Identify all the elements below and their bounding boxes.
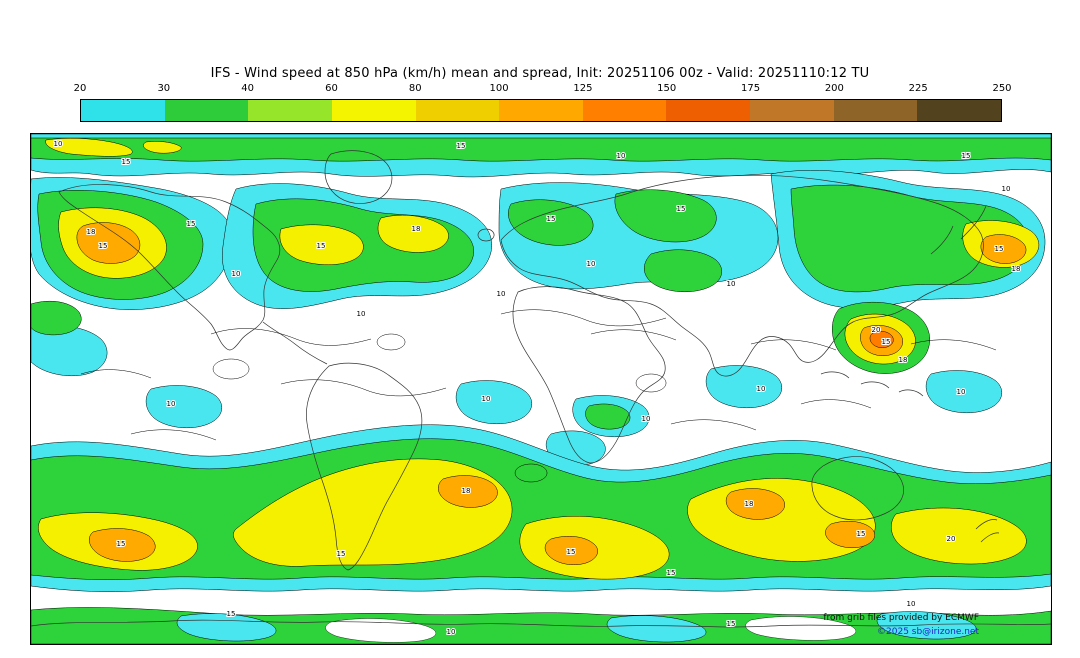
colorbar-tick-label: 100 (489, 83, 509, 94)
colorbar-ticks: 20 30 40 60 80 100 125 150 175 200 225 250 (74, 83, 1012, 96)
colorbar-segment (248, 100, 332, 121)
contour-value-label: 18 (412, 225, 421, 233)
contour-value-label: 20 (947, 535, 956, 543)
contour-value-label: 10 (642, 415, 651, 423)
contour-value-label: 15 (667, 569, 676, 577)
colorbar-tick-label: 200 (824, 83, 844, 94)
colorbar-tick-label: 125 (573, 83, 593, 94)
contour-value-label: 10 (727, 280, 736, 288)
attribution-copyright: ©2025 sb@irizone.net (877, 627, 979, 637)
colorbar-segment (81, 100, 165, 121)
contour-value-label: 18 (745, 500, 754, 508)
colorbar-segment (582, 100, 667, 121)
colorbar-segment (331, 100, 416, 121)
contour-value-label: 10 (907, 600, 916, 608)
contour-value-label: 15 (567, 548, 576, 556)
attribution-source: from grib files provided by ECMWF (823, 613, 979, 623)
contour-value-label: 15 (677, 205, 686, 213)
contour-value-label: 15 (122, 158, 131, 166)
contour-value-label: 10 (357, 310, 366, 318)
colorbar-segment (164, 100, 249, 121)
colorbar-segment (750, 100, 834, 121)
colorbar-tick-label: 250 (992, 83, 1012, 94)
contour-value-label: 18 (1012, 265, 1021, 273)
contour-value-label: 10 (497, 290, 506, 298)
colorbar-tick-label: 30 (157, 83, 171, 94)
contour-value-label: 10 (957, 388, 966, 396)
contour-lines-layer (80, 309, 997, 483)
colorbar-tick-label: 80 (408, 83, 422, 94)
colorbar-tick-label: 60 (325, 83, 338, 94)
colorbar-tick-label: 175 (740, 83, 761, 94)
contour-value-label: 15 (547, 215, 556, 223)
contour-value-label: 18 (87, 228, 96, 236)
contour-value-label: 10 (167, 400, 176, 408)
contour-value-label: 18 (899, 356, 908, 364)
colorbar-segment (666, 100, 751, 121)
colorbar-segment (499, 100, 583, 121)
chart-title: IFS - Wind speed at 850 hPa (km/h) mean … (210, 66, 870, 81)
contour-value-label: 18 (462, 487, 471, 495)
contour-value-label: 10 (54, 140, 63, 148)
wind-speed-fill-layer (31, 134, 1051, 644)
colorbar-segment (833, 100, 918, 121)
colorbar-segment (917, 100, 1002, 121)
contour-value-label: 10 (232, 270, 241, 278)
contour-value-label: 10 (587, 260, 596, 268)
coastlines-layer (31, 150, 1051, 628)
contour-value-label: 10 (1002, 185, 1011, 193)
colorbar-tick-label: 150 (657, 83, 677, 94)
contour-value-label: 15 (962, 152, 971, 160)
colorbar-tick-label: 20 (73, 83, 87, 94)
contour-value-label: 15 (187, 220, 196, 228)
contour-value-label: 15 (227, 610, 236, 618)
contour-value-label: 10 (482, 395, 491, 403)
contour-value-label: 15 (857, 530, 866, 538)
contour-value-label: 15 (317, 242, 326, 250)
colorbar-tick-label: 225 (908, 83, 928, 94)
contour-value-label: 15 (882, 338, 891, 346)
contour-value-label: 15 (457, 142, 466, 150)
contour-value-label: 15 (727, 620, 736, 628)
contour-value-label: 15 (337, 550, 346, 558)
contour-value-label: 10 (617, 152, 626, 160)
contour-value-label: 15 (99, 242, 108, 250)
colorbar-segment (415, 100, 500, 121)
map-frame: 10 15 15 10 15 10 15 18 15 10 15 18 10 10 15 10 15 10 20 15… (30, 133, 1052, 645)
colorbar-tick-label: 40 (241, 83, 254, 94)
contour-value-label: 15 (117, 540, 126, 548)
contour-value-label: 20 (872, 326, 881, 334)
contour-value-label: 15 (995, 245, 1004, 253)
contour-value-label: 10 (757, 385, 766, 393)
colorbar-bar (80, 99, 1002, 122)
contour-value-label: 10 (447, 628, 456, 636)
